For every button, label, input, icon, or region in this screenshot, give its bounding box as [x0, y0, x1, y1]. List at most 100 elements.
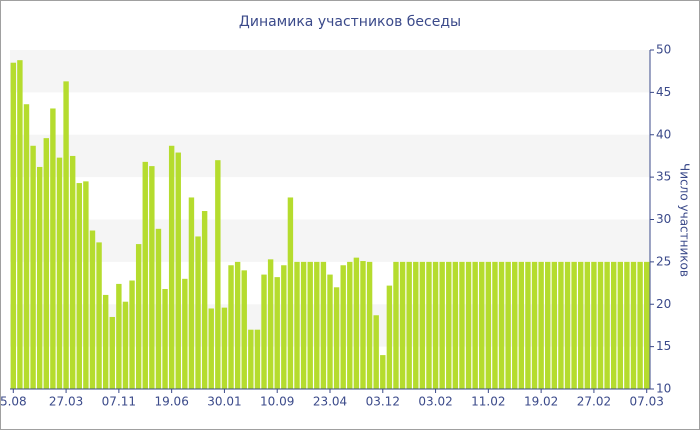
x-tick-label: 07.03: [630, 395, 664, 409]
bar: [545, 261, 551, 389]
x-tick-label: 27.03: [49, 395, 83, 409]
x-tick-label: 27.02: [577, 395, 611, 409]
bar: [333, 287, 340, 389]
bar: [479, 261, 485, 389]
bar: [142, 161, 148, 389]
bar: [485, 261, 492, 389]
bar: [267, 259, 274, 389]
bar: [195, 236, 201, 389]
x-tick-label: 5.08: [0, 395, 27, 409]
bar: [56, 157, 63, 389]
y-tick-label: 30: [656, 212, 671, 226]
bar: [525, 261, 531, 389]
bar: [10, 62, 17, 390]
bar: [76, 183, 82, 389]
bar: [314, 261, 320, 389]
y-tick-label: 25: [656, 254, 671, 268]
bar: [380, 355, 386, 389]
bar: [241, 270, 247, 389]
bar: [234, 261, 241, 389]
bar: [360, 261, 366, 389]
bar: [261, 274, 267, 389]
x-tick-label: 07.11: [102, 395, 136, 409]
bar: [149, 166, 155, 389]
bar: [472, 261, 478, 389]
bar: [432, 261, 439, 389]
bar: [538, 261, 544, 389]
bar: [109, 316, 115, 389]
bar: [518, 261, 525, 389]
bar: [624, 261, 630, 389]
y-tick-label: 10: [656, 382, 671, 396]
x-tick-label: 23.04: [313, 395, 347, 409]
bar: [300, 261, 307, 389]
y-tick-label: 15: [656, 339, 671, 353]
y-tick-label: 20: [656, 297, 671, 311]
bar: [168, 145, 175, 389]
bar: [353, 257, 360, 389]
bar: [135, 244, 142, 389]
bar: [182, 278, 188, 389]
bar: [248, 329, 254, 389]
bar: [419, 261, 426, 389]
bar: [505, 261, 511, 389]
bar: [208, 308, 214, 389]
bar: [116, 283, 122, 389]
bar: [69, 155, 76, 389]
bar: [512, 261, 518, 389]
bar: [551, 261, 558, 389]
bar: [347, 261, 353, 389]
bar: [129, 280, 135, 389]
bar: [611, 261, 617, 389]
x-tick-label: 03.02: [418, 395, 452, 409]
bar: [584, 261, 591, 389]
bar: [320, 261, 327, 389]
bar: [83, 181, 89, 389]
bar: [531, 261, 538, 389]
x-tick-label: 03.12: [366, 395, 400, 409]
bar: [215, 160, 221, 389]
bar: [413, 261, 419, 389]
bar: [564, 261, 571, 389]
bar: [102, 294, 109, 389]
x-tick-label: 30.01: [207, 395, 241, 409]
bar: [254, 329, 261, 389]
bar: [571, 261, 577, 389]
bar: [122, 301, 129, 389]
bar: [221, 307, 228, 389]
x-tick-label: 11.02: [471, 395, 505, 409]
bar: [452, 261, 459, 389]
bar: [23, 104, 30, 390]
bar: [604, 261, 610, 389]
x-tick-label: 19.06: [154, 395, 188, 409]
bar: [617, 261, 624, 389]
y-tick-label: 40: [656, 127, 671, 141]
y-tick-label: 35: [656, 170, 671, 184]
bar: [50, 108, 56, 389]
bar: [637, 261, 643, 389]
bar: [630, 261, 637, 389]
bar: [274, 277, 280, 389]
bar: [406, 261, 412, 389]
x-tick-label: 10.09: [260, 395, 294, 409]
bar: [294, 261, 300, 389]
bar: [465, 261, 472, 389]
bar: [373, 315, 379, 389]
bar: [498, 261, 505, 389]
chart-title: Динамика участников беседы: [239, 14, 461, 30]
bar: [162, 288, 168, 389]
y-axis-label: Число участников: [678, 163, 692, 277]
bar: [492, 261, 498, 389]
grid-band: [10, 219, 650, 262]
bar: [439, 261, 445, 389]
bar: [30, 145, 36, 389]
bar: [63, 81, 69, 390]
grid-band: [10, 50, 650, 93]
bar: [89, 230, 96, 389]
bar: [597, 261, 604, 389]
bar: [386, 285, 393, 389]
bar: [281, 265, 287, 389]
bar: [287, 197, 294, 389]
bar: [426, 261, 432, 389]
